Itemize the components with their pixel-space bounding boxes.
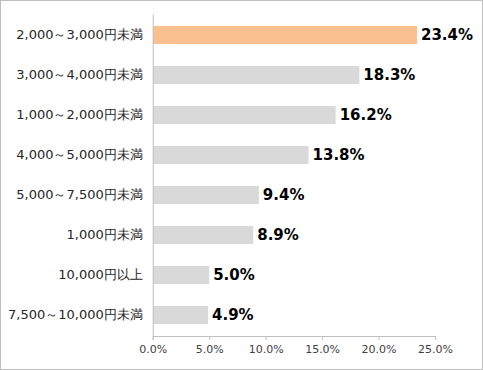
y-tick: 4,000～5,000円未満 xyxy=(16,147,152,162)
x-tick-label: 5.0% xyxy=(196,343,224,356)
x-tick-label: 20.0% xyxy=(362,343,397,356)
chart: 0.0% 5.0% 10.0% 15.0% 20.0% 25.0% 2,000～3,000円… xyxy=(0,0,483,370)
y-tick-label: 2,000～3,000円未満 xyxy=(16,27,142,42)
data-label: 8.9% xyxy=(257,226,299,244)
y-tick-label: 1,000円未満 xyxy=(67,227,143,242)
bar xyxy=(153,26,417,44)
bar xyxy=(153,146,309,164)
y-axis: 2,000～3,000円未満 3,000～4,000円未満 1,000～2,000円… xyxy=(8,15,153,337)
y-tick-label: 10,000円以上 xyxy=(58,267,143,282)
bar xyxy=(153,106,336,124)
x-tick-mark xyxy=(435,336,436,340)
data-label: 5.0% xyxy=(213,266,255,284)
y-axis-line xyxy=(153,15,154,337)
x-tick-label: 25.0% xyxy=(418,343,453,356)
y-tick: 2,000～3,000円未満 xyxy=(16,27,152,42)
x-tick: 0.0% xyxy=(139,336,167,356)
y-tick-label: 7,500～10,000円未満 xyxy=(8,307,143,322)
y-tick: 7,500～10,000円未満 xyxy=(8,307,153,322)
bar xyxy=(153,186,259,204)
x-tick-mark xyxy=(379,336,380,340)
x-tick-mark xyxy=(209,336,210,340)
y-tick: 3,000～4,000円未満 xyxy=(16,67,152,82)
frame xyxy=(1,1,483,370)
x-tick-label: 0.0% xyxy=(139,343,167,356)
data-labels: 23.4% 18.3% 16.2% 13.8% 9.4% 8.9% 5.0% 4.9% xyxy=(212,26,473,324)
x-tick-label: 10.0% xyxy=(249,343,284,356)
data-label: 16.2% xyxy=(340,106,392,124)
bar xyxy=(153,306,208,324)
x-axis-line xyxy=(153,337,435,341)
y-tick-label: 4,000～5,000円未満 xyxy=(16,147,142,162)
x-tick: 5.0% xyxy=(196,336,224,356)
data-label: 4.9% xyxy=(212,306,254,324)
y-tick: 1,000～2,000円未満 xyxy=(16,107,152,122)
y-tick-label: 5,000～7,500円未満 xyxy=(16,187,142,202)
x-tick-mark xyxy=(322,336,323,340)
bars xyxy=(153,26,417,324)
bar xyxy=(153,226,253,244)
x-tick: 25.0% xyxy=(418,336,453,356)
y-tick: 10,000円以上 xyxy=(58,267,153,282)
x-tick-label: 15.0% xyxy=(305,343,340,356)
x-axis: 0.0% 5.0% 10.0% 15.0% 20.0% 25.0% xyxy=(139,336,453,356)
data-label: 23.4% xyxy=(421,26,473,44)
x-tick: 15.0% xyxy=(305,336,340,356)
bar xyxy=(153,66,360,84)
y-tick-label: 1,000～2,000円未満 xyxy=(16,107,142,122)
y-tick-label: 3,000～4,000円未満 xyxy=(16,67,142,82)
x-tick-mark xyxy=(153,336,154,340)
y-tick: 5,000～7,500円未満 xyxy=(16,187,152,202)
data-label: 9.4% xyxy=(263,186,305,204)
x-tick: 10.0% xyxy=(249,336,284,356)
bar xyxy=(153,266,209,284)
x-tick: 20.0% xyxy=(362,336,397,356)
data-label: 18.3% xyxy=(363,66,415,84)
x-tick-mark xyxy=(266,336,267,340)
y-tick: 1,000円未満 xyxy=(67,227,153,242)
data-label: 13.8% xyxy=(313,146,365,164)
